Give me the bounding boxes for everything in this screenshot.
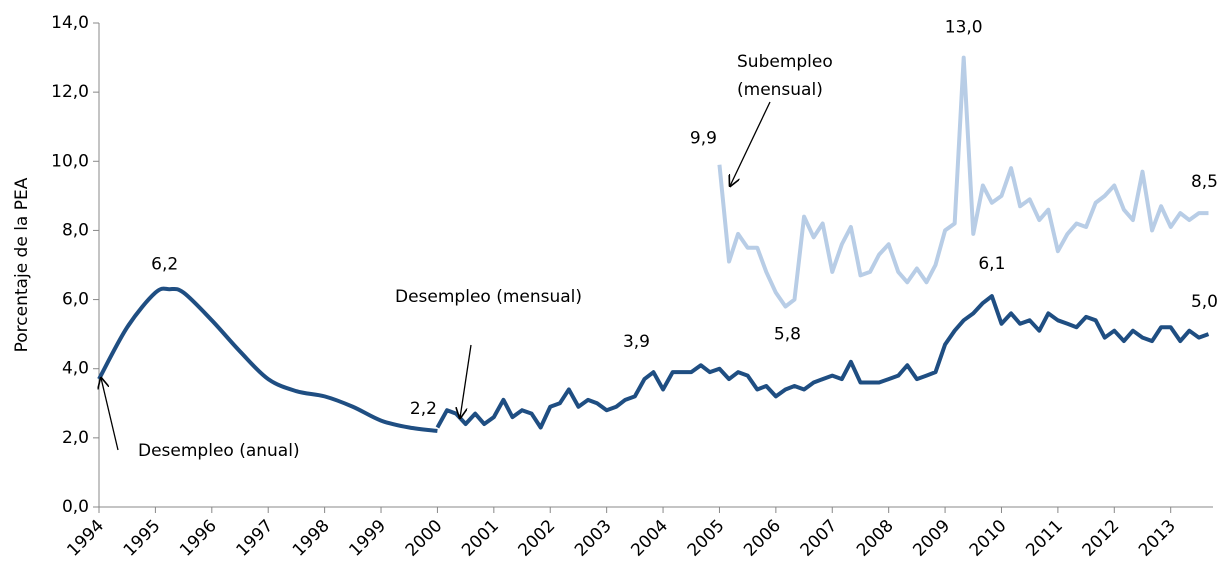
value-label: 13,0 — [945, 18, 983, 38]
x-tick-label: 1997 — [233, 516, 278, 561]
value-label: 2,2 — [410, 399, 437, 419]
x-tick-label: 1999 — [345, 516, 390, 561]
x-tick-label: 1995 — [120, 516, 165, 561]
y-tick-label: 10,0 — [51, 151, 89, 171]
x-tick-label: 2008 — [853, 516, 898, 561]
x-tick-label: 1994 — [63, 516, 108, 561]
series-label: Desempleo (mensual) — [395, 287, 582, 307]
arrow — [730, 101, 771, 186]
y-tick-label: 14,0 — [51, 13, 89, 33]
x-tick-label: 2011 — [1022, 516, 1067, 561]
series-line — [717, 55, 1209, 309]
x-tick-label: 2002 — [515, 516, 560, 561]
value-label: 3,9 — [623, 332, 650, 352]
value-label: 5,8 — [774, 324, 801, 344]
x-tick-label: 2000 — [402, 516, 447, 561]
y-tick-label: 0,0 — [62, 497, 89, 517]
x-tick-label: 2012 — [1079, 516, 1124, 561]
y-tick-label: 4,0 — [62, 359, 89, 379]
x-tick-label: 2003 — [571, 516, 616, 561]
x-tick-label: 2005 — [684, 516, 729, 561]
y-tick-label: 2,0 — [62, 428, 89, 448]
arrow — [460, 344, 472, 418]
x-tick-label: 2009 — [909, 516, 954, 561]
arrow — [101, 378, 119, 451]
x-tick-label: 1998 — [289, 516, 334, 561]
series-label: Desempleo (anual) — [138, 441, 300, 461]
y-tick-label: 8,0 — [62, 220, 89, 240]
y-axis-label: Porcentaje de la PEA — [12, 177, 32, 352]
x-tick-label: 2007 — [797, 516, 842, 561]
x-tick-label: 2006 — [740, 516, 785, 561]
value-label: 9,9 — [690, 129, 717, 149]
series-line — [97, 286, 438, 433]
x-tick-label: 2001 — [458, 516, 503, 561]
x-tick-label: 2013 — [1135, 516, 1180, 561]
x-tick-label: 1996 — [176, 516, 221, 561]
value-label: 8,5 — [1191, 172, 1218, 192]
value-label: 5,0 — [1191, 292, 1218, 312]
value-label: 6,2 — [151, 255, 178, 275]
series-label: Subempleo (mensual) — [737, 52, 833, 100]
series-line — [435, 294, 1210, 430]
x-tick-label: 2010 — [966, 516, 1011, 561]
value-label: 6,1 — [978, 254, 1005, 274]
y-tick-label: 12,0 — [51, 82, 89, 102]
x-tick-label: 2004 — [627, 516, 672, 561]
y-tick-label: 6,0 — [62, 290, 89, 310]
